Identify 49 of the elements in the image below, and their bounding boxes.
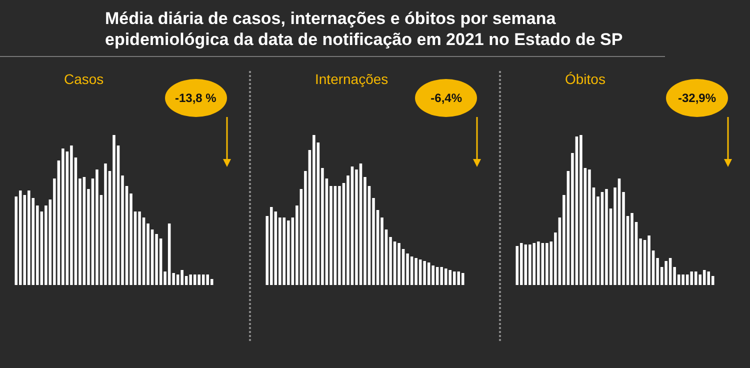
bar [630,213,634,285]
bar [304,171,306,285]
bar [138,212,141,285]
bar [62,148,64,285]
bar [516,246,519,285]
bar [708,272,710,285]
chart-title: Casos [64,71,104,87]
chart-title: Internações [314,71,388,87]
bar [690,272,694,285]
bar [431,266,434,285]
bar [82,177,86,285]
bar [312,135,315,285]
bar [193,274,196,285]
bar [461,273,464,285]
bar [270,207,272,285]
bar [682,274,685,285]
bar [648,236,651,285]
bar [28,190,30,285]
bar [588,170,592,285]
bar [338,186,341,285]
bar [656,258,660,285]
bar [546,243,549,285]
bar [168,224,171,285]
bar [295,206,298,285]
bar [189,274,192,285]
text: -6,4% [415,79,478,117]
text: -13,8 % [164,79,227,117]
bar [440,267,443,285]
bar [605,189,608,285]
bar [674,267,676,285]
text: Média diária de casos, internações e óbitos por semana epidemiológica da data de notificação em 2021 no Estado de SP [0,0,665,57]
bar [665,261,668,285]
text: -32,9% [666,79,728,117]
bar [198,274,200,285]
bar [422,261,426,285]
bar [448,270,452,285]
chart-title: Óbitos [565,71,606,87]
bar [202,274,205,285]
bar [70,146,73,285]
bar [580,135,583,285]
bar [96,170,98,285]
bar [397,243,400,285]
bar [180,270,184,285]
bar [112,135,116,285]
bar [104,164,107,285]
bar [414,258,418,285]
bar [537,242,540,285]
bar [528,244,532,285]
bar [286,220,290,285]
